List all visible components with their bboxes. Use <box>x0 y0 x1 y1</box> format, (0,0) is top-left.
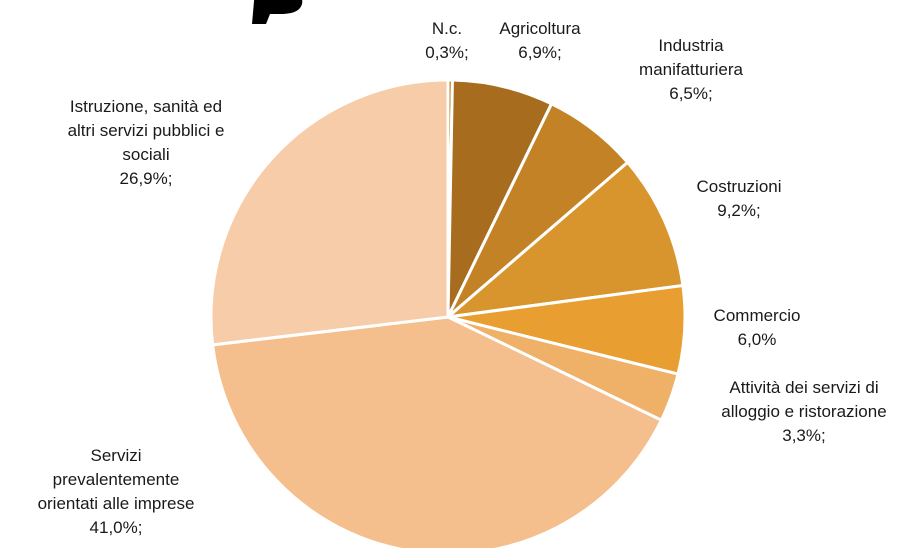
slice-label-3: Industria manifatturiera 6,5%; <box>639 36 743 103</box>
slice-label-line: N.c. <box>432 19 462 38</box>
slice-label-line: 6,0% <box>738 330 777 349</box>
slice-label-8: Istruzione, sanità ed altri servizi pubbl… <box>68 97 225 188</box>
slice-label-line: altri servizi pubblici e <box>68 121 225 140</box>
pie-slice-4 <box>446 160 685 319</box>
pie-slices <box>209 78 687 548</box>
slice-label-line: Servizi <box>90 446 141 465</box>
slice-label-line: 9,2%; <box>717 201 760 220</box>
slice-label-line: Costruzioni <box>696 177 781 196</box>
slice-label-line: 3,3%; <box>782 426 825 445</box>
slice-label-line: 0,3%; <box>425 43 468 62</box>
slice-label-6: Attività dei servizi di alloggio e ristor… <box>721 378 886 445</box>
slice-label-line: 26,9%; <box>120 169 173 188</box>
slice-label-5: Commercio 6,0% <box>714 306 801 349</box>
slice-label-line: 6,5%; <box>669 84 712 103</box>
slice-label-line: prevalentemente <box>53 470 180 489</box>
slice-label-1: N.c. 0,3%; <box>425 19 468 62</box>
slice-label-line: alloggio e ristorazione <box>721 402 886 421</box>
slice-label-line: 41,0%; <box>90 518 143 537</box>
slice-labels: N.c. 0,3%; Agricoltura 6,9%; Industria manifa… <box>38 19 887 537</box>
pie-slice-7 <box>211 315 663 548</box>
slice-label-line: Commercio <box>714 306 801 325</box>
slice-label-line: 6,9%; <box>518 43 561 62</box>
slice-label-line: orientati alle imprese <box>38 494 195 513</box>
slice-label-line: manifatturiera <box>639 60 743 79</box>
slice-label-line: Attività dei servizi di <box>729 378 878 397</box>
slice-label-line: sociali <box>122 145 169 164</box>
slice-label-line: Industria <box>658 36 724 55</box>
slice-label-2: Agricoltura 6,9%; <box>499 19 581 62</box>
slice-label-4: Costruzioni 9,2%; <box>696 177 781 220</box>
pie-slice-8 <box>209 78 450 347</box>
slice-label-line: Agricoltura <box>499 19 581 38</box>
slice-label-7: Servizi prevalentemente orientati alle imp… <box>38 446 195 537</box>
cropped-title-glyph <box>252 0 303 24</box>
slice-label-line: Istruzione, sanità ed <box>70 97 222 116</box>
pie-slice-2 <box>446 78 553 319</box>
